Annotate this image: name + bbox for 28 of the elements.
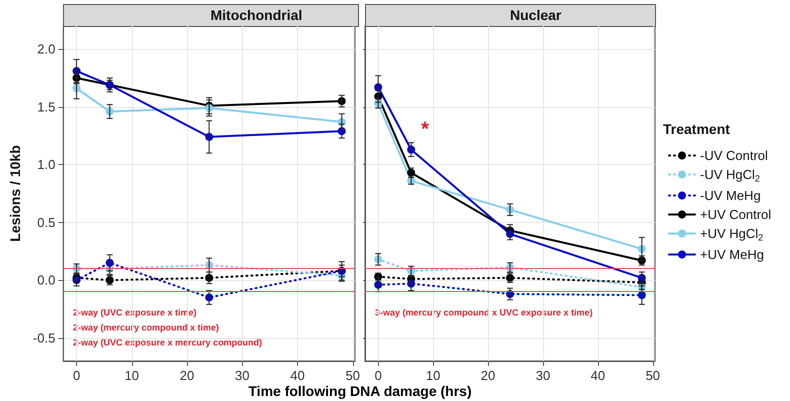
chart-title: Mitochondrial xyxy=(210,7,302,23)
x-axis-title: Time following DNA damage (hrs) xyxy=(247,383,473,399)
x-tick-label: 30 xyxy=(235,368,250,383)
x-tick-label: 30 xyxy=(536,368,550,383)
x-tick-label: 20 xyxy=(480,368,496,383)
legend-label: +UV Control xyxy=(700,207,772,222)
y-tick-label: 1.5 xyxy=(37,99,56,114)
y-tick-label: 2.0 xyxy=(37,42,56,57)
y-tick-label: 1.0 xyxy=(37,157,56,172)
x-tick-label: 10 xyxy=(426,368,440,383)
x-tick-label: 10 xyxy=(124,368,140,383)
x-tick-label: 40 xyxy=(290,368,305,383)
legend-title: Treatment xyxy=(663,121,730,137)
x-tick-label: 20 xyxy=(180,368,194,383)
x-tick-label: 0 xyxy=(374,368,382,383)
legend-label: -UV MeHg xyxy=(700,188,761,203)
annotation: * xyxy=(421,118,430,141)
legend-label: -UV Control xyxy=(700,148,768,163)
chart-title: Nuclear xyxy=(510,7,562,23)
y-tick-label: -0.5 xyxy=(32,330,56,346)
y-tick-label: 0.5 xyxy=(37,214,56,230)
y-axis-title: Lesions / 10kb xyxy=(7,145,23,242)
y-tick-label: 0.0 xyxy=(37,272,56,288)
x-tick-label: 0 xyxy=(72,368,80,383)
x-tick-label: 40 xyxy=(590,368,606,383)
x-tick-label: 50 xyxy=(346,368,360,383)
x-tick-label: 50 xyxy=(646,368,660,383)
legend-label: +UV MeHg xyxy=(700,247,764,262)
